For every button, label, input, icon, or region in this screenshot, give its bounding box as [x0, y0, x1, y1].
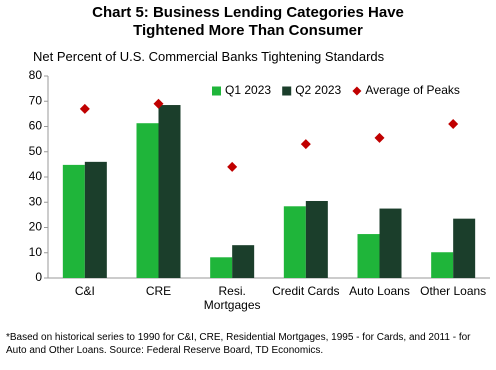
chart-title: Chart 5: Business Lending Categories Hav… — [92, 4, 404, 39]
bar — [158, 105, 181, 278]
bar — [431, 252, 454, 278]
bar — [232, 245, 255, 278]
chart-subtitle: Net Percent of U.S. Commercial Banks Tig… — [33, 49, 385, 64]
y-tick-label: 10 — [29, 245, 43, 259]
diamond-marker — [227, 161, 238, 172]
bar — [283, 206, 306, 278]
bar — [357, 234, 380, 278]
bar — [305, 200, 328, 278]
y-tick-label: 30 — [29, 194, 43, 208]
y-tick-label: 60 — [29, 119, 43, 133]
legend-swatch — [352, 86, 362, 96]
bar — [210, 257, 233, 278]
diamond-marker — [153, 98, 164, 109]
y-tick-label: 50 — [29, 144, 43, 158]
y-tick-label: 80 — [29, 68, 43, 82]
diamond-marker — [300, 139, 311, 150]
y-tick-label: 40 — [29, 169, 43, 183]
x-tick-label: Other Loans — [420, 284, 487, 298]
bar — [136, 123, 159, 278]
y-tick-label: 20 — [29, 220, 43, 234]
bar — [379, 208, 402, 278]
legend-swatch — [282, 86, 292, 96]
x-tick-label: Auto Loans — [349, 284, 410, 298]
y-tick-label: 70 — [29, 93, 43, 107]
legend-label: Q2 2023 — [295, 83, 341, 97]
x-tick-label: Resi. Mortgages — [203, 284, 261, 312]
footnote: *Based on historical series to 1990 for … — [6, 332, 471, 356]
diamond-marker — [79, 103, 90, 114]
x-tick-label: CRE — [145, 284, 172, 298]
diamond-marker — [448, 118, 459, 129]
bar — [453, 218, 476, 278]
diamond-marker — [374, 132, 385, 143]
y-tick-label: 0 — [35, 270, 42, 284]
legend-swatch — [212, 86, 221, 96]
x-tick-label: Credit Cards — [272, 284, 340, 298]
legend-label: Q1 2023 — [225, 83, 271, 97]
x-tick-label: C&I — [74, 284, 95, 298]
bar — [62, 164, 85, 278]
legend-label: Average of Peaks — [365, 83, 460, 97]
bar — [84, 161, 107, 278]
